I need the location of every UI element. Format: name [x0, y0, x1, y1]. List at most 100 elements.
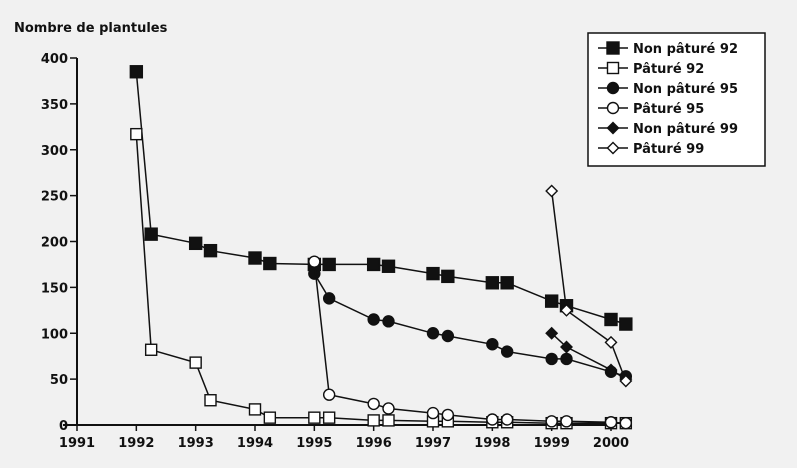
- data-point: [263, 256, 277, 271]
- legend-item: Non pâturé 99: [598, 121, 738, 137]
- data-point: [367, 414, 380, 427]
- data-point: [322, 411, 336, 424]
- y-tick-label: 150: [41, 281, 68, 296]
- data-point: [486, 413, 499, 426]
- data-point: [441, 408, 455, 422]
- data-point: [144, 343, 158, 356]
- data-point: [366, 257, 381, 272]
- data-point: [560, 303, 573, 317]
- series-2: [130, 127, 633, 430]
- series-4: [308, 255, 633, 430]
- data-point: [248, 251, 262, 265]
- data-point: [322, 292, 336, 305]
- data-point: [130, 127, 143, 141]
- data-point: [619, 416, 633, 430]
- series-line: [135, 134, 626, 424]
- series-3: [308, 267, 633, 383]
- legend-item: Pâturé 99: [598, 141, 704, 157]
- data-point: [560, 352, 573, 366]
- legend-marker: [606, 61, 620, 75]
- legend-label: Non pâturé 92: [633, 42, 738, 57]
- x-tick-label: 2000: [593, 436, 629, 451]
- legend-marker: [606, 121, 620, 135]
- data-point: [604, 335, 618, 349]
- data-point: [382, 315, 395, 328]
- data-point: [560, 415, 573, 428]
- data-point: [203, 243, 218, 258]
- data-point: [129, 65, 144, 79]
- legend-marker: [606, 101, 620, 115]
- series-6: [545, 184, 633, 388]
- data-point: [367, 313, 380, 326]
- x-tick-label: 1997: [415, 436, 451, 451]
- data-point: [544, 294, 559, 308]
- legend-label: Pâturé 92: [633, 62, 704, 77]
- legend-label: Pâturé 95: [633, 102, 704, 117]
- data-point: [308, 411, 321, 424]
- data-point: [545, 415, 558, 428]
- legend-marker: [606, 81, 620, 95]
- y-tick-label: 400: [41, 52, 68, 67]
- series-1: [129, 65, 633, 331]
- data-point: [500, 345, 514, 358]
- x-tick-label: 1995: [296, 436, 332, 451]
- x-tick-label: 1996: [356, 436, 392, 451]
- x-tick-label: 1998: [474, 436, 510, 451]
- data-point: [485, 276, 500, 290]
- y-tick-label: 350: [41, 98, 68, 113]
- data-point: [545, 352, 558, 366]
- legend: Non pâturé 92 Pâturé 92 Non pâturé 95 Pâtur…: [587, 32, 766, 167]
- data-point: [322, 388, 336, 401]
- legend-item: Non pâturé 92: [598, 41, 738, 57]
- y-tick-label: 300: [41, 144, 68, 159]
- legend-marker: [606, 141, 620, 155]
- data-point: [486, 338, 499, 351]
- data-point: [382, 402, 395, 415]
- series-line: [313, 261, 626, 424]
- x-tick-label: 1993: [178, 436, 214, 451]
- data-point: [248, 403, 262, 416]
- data-point: [619, 374, 633, 388]
- axes: 0 50 100 150 200 250 300 350 400 1991 1992 1993 1994…: [41, 52, 629, 451]
- plot-area: [129, 65, 633, 430]
- data-point: [604, 363, 618, 377]
- y-tick-label: 250: [41, 190, 68, 205]
- series-5: [545, 326, 633, 386]
- data-point: [426, 327, 440, 340]
- y-axis-title: Nombre de plantules: [14, 21, 168, 36]
- legend-label: Non pâturé 99: [633, 122, 738, 137]
- series-line: [550, 190, 627, 382]
- y-tick-label: 200: [41, 236, 68, 251]
- series-line: [551, 332, 627, 380]
- series-line: [313, 273, 627, 378]
- legend-item: Non pâturé 95: [598, 81, 738, 97]
- data-point: [367, 397, 380, 411]
- data-point: [604, 416, 618, 429]
- x-tick-label: 1992: [118, 436, 154, 451]
- y-tick-label: 0: [59, 419, 68, 434]
- data-point: [382, 414, 395, 427]
- legend-marker: [606, 41, 620, 55]
- data-point: [144, 227, 158, 241]
- legend-item: Pâturé 95: [598, 101, 704, 117]
- data-point: [204, 394, 217, 407]
- data-point: [560, 340, 573, 354]
- data-point: [263, 411, 277, 424]
- x-tick-label: 1994: [237, 436, 273, 451]
- y-tick-label: 50: [50, 373, 68, 388]
- legend-label: Non pâturé 95: [633, 82, 738, 97]
- data-point: [189, 356, 202, 369]
- data-point: [426, 266, 440, 281]
- legend-item: Pâturé 92: [598, 61, 704, 77]
- data-point: [500, 413, 514, 426]
- data-point: [604, 312, 618, 327]
- data-point: [545, 184, 559, 198]
- data-point: [545, 326, 559, 340]
- data-point: [188, 236, 203, 251]
- data-point: [500, 276, 514, 290]
- data-point: [308, 267, 321, 280]
- x-tick-label: 1991: [59, 436, 95, 451]
- data-point: [426, 406, 440, 420]
- data-point: [381, 259, 396, 273]
